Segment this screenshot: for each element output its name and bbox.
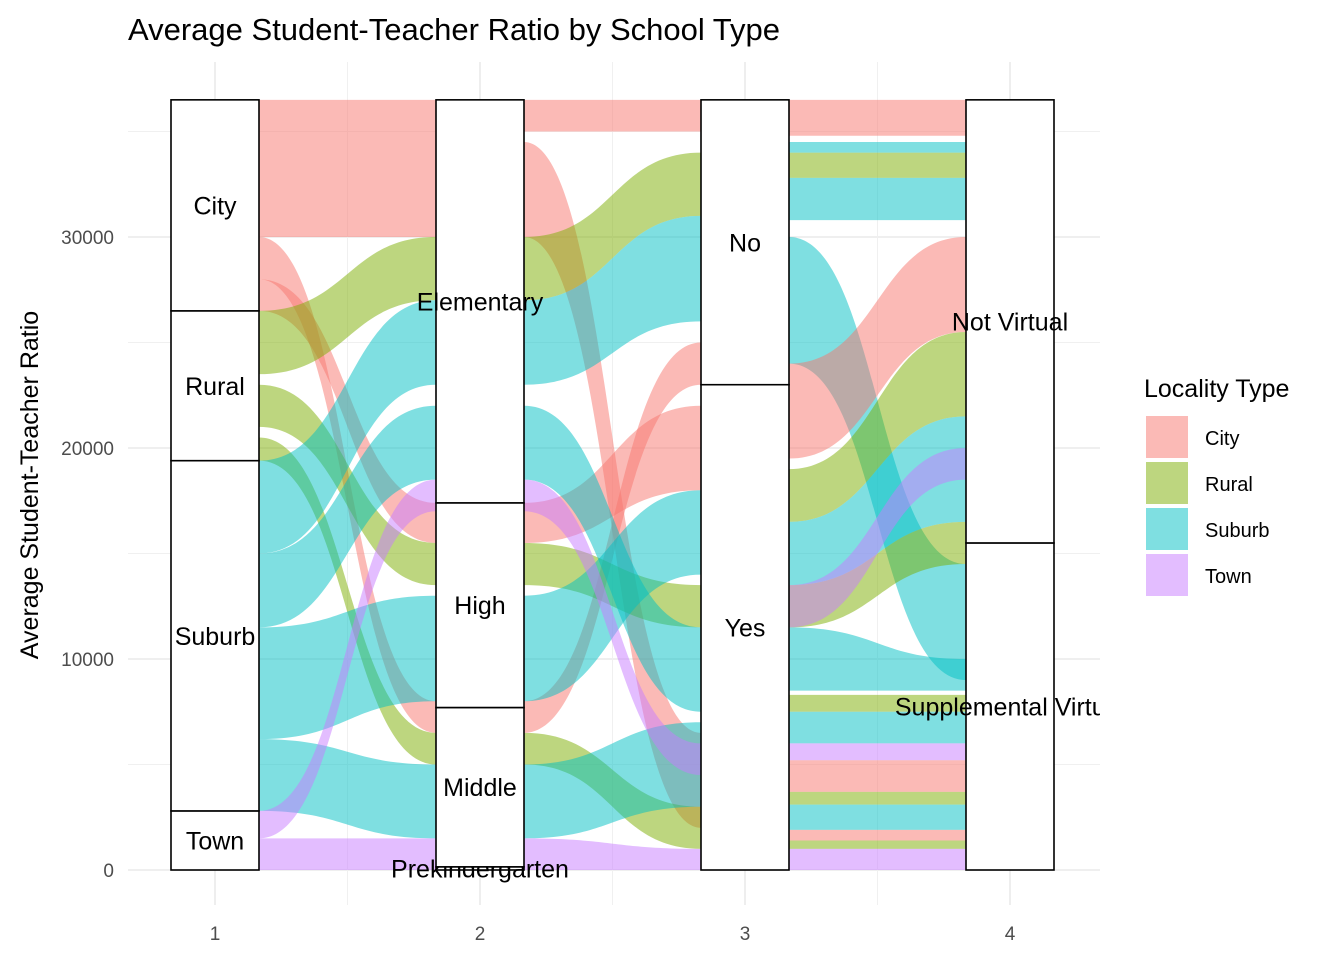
y-axis-ticks: 0 10000 20000 30000	[61, 228, 114, 882]
flow-town	[524, 479, 701, 776]
stratum-label: No	[729, 229, 761, 257]
flow-suburb	[524, 490, 701, 702]
flow-rural	[789, 694, 966, 712]
flow-town	[524, 838, 701, 870]
chart-title: Average Student-Teacher Ratio by School …	[128, 12, 780, 47]
flow-town	[259, 838, 436, 870]
legend: Locality Type City Rural Suburb Town	[1144, 375, 1289, 596]
stratum-box	[170, 459, 260, 812]
legend-swatch-suburb	[1146, 508, 1188, 550]
legend-swatch-rural	[1146, 462, 1188, 504]
flow-city	[524, 99, 701, 132]
stratum-box	[435, 99, 525, 504]
flow-town	[789, 743, 966, 761]
y-tick-label: 10000	[61, 650, 114, 671]
x-axis-ticks: 1 2 3 4	[210, 924, 1016, 945]
legend-swatch-city	[1146, 416, 1188, 458]
flow-suburb	[259, 405, 436, 628]
stratum-label: Rural	[185, 373, 245, 401]
flow-suburb	[789, 142, 966, 153]
x-tick-label: 1	[210, 924, 221, 945]
legend-swatch-town	[1146, 554, 1188, 596]
stratum-label: Middle	[443, 774, 517, 802]
legend-label-city: City	[1205, 428, 1239, 450]
flow-suburb	[789, 416, 966, 586]
stratum-box	[170, 310, 260, 462]
flow-city	[789, 829, 966, 841]
legend-label-town: Town	[1205, 566, 1252, 588]
flow-suburb	[789, 177, 966, 221]
flow-suburb	[789, 804, 966, 830]
stratum-box	[170, 99, 260, 312]
flow-town	[789, 848, 966, 870]
legend-label-rural: Rural	[1205, 474, 1253, 496]
flow-rural	[789, 152, 966, 178]
flow-rural	[789, 331, 966, 522]
flow-suburb	[789, 627, 966, 691]
flows	[259, 99, 966, 870]
stratum-label: High	[454, 592, 505, 620]
x-tick-label: 4	[1005, 924, 1016, 945]
flow-suburb	[259, 739, 436, 839]
flow-city	[789, 760, 966, 792]
flow-rural	[259, 237, 436, 375]
stratum-box	[700, 383, 790, 871]
y-axis-label: Average Student-Teacher Ratio	[16, 311, 44, 659]
stratum-label: Town	[186, 827, 244, 855]
y-tick-label: 20000	[61, 439, 114, 460]
flow-rural	[524, 152, 701, 301]
stratum-label: City	[193, 192, 237, 220]
flow-city	[259, 99, 436, 237]
flow-suburb	[524, 722, 701, 839]
stratum-label: Not Virtual	[952, 308, 1068, 336]
stratum-label: Elementary	[417, 288, 544, 316]
stratum-box	[700, 99, 790, 386]
stratum-label: Suburb	[175, 623, 256, 651]
stratum-box	[965, 99, 1055, 544]
flow-city	[789, 99, 966, 136]
flow-rural	[259, 437, 436, 765]
y-tick-label: 0	[103, 861, 114, 882]
flow-suburb	[524, 215, 701, 385]
stratum-label: Supplemental Virtual	[895, 693, 1125, 721]
x-tick-label: 3	[740, 924, 751, 945]
x-tick-label: 2	[475, 924, 486, 945]
flow-suburb	[789, 711, 966, 744]
flow-town	[259, 479, 436, 839]
stratum-box	[965, 542, 1055, 871]
legend-title: Locality Type	[1144, 375, 1289, 403]
flow-town	[789, 448, 966, 628]
flow-city	[789, 237, 966, 459]
stratum-label: Yes	[725, 614, 766, 642]
legend-label-suburb: Suburb	[1205, 520, 1270, 542]
flow-suburb	[259, 300, 436, 554]
flow-rural	[789, 791, 966, 805]
stratum-box	[435, 706, 525, 868]
flow-rural	[789, 840, 966, 849]
y-tick-label: 30000	[61, 228, 114, 249]
strata: TownSuburbRuralCityPrekindergartenMiddle…	[170, 99, 1125, 883]
